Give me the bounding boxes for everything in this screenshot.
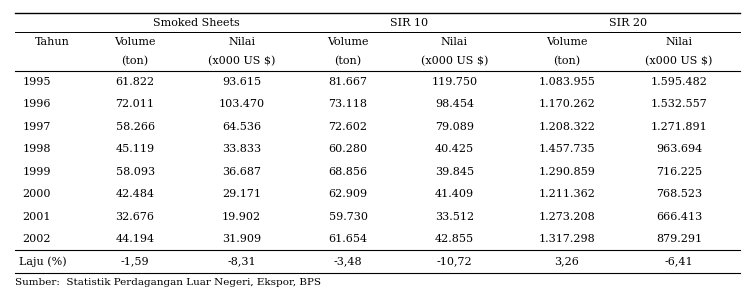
Text: 58.093: 58.093 [115, 167, 155, 177]
Text: Tahun: Tahun [35, 37, 70, 47]
Text: 3,26: 3,26 [554, 257, 580, 266]
Text: (x000 US $): (x000 US $) [421, 56, 488, 66]
Text: Smoked Sheets: Smoked Sheets [153, 18, 240, 28]
Text: (ton): (ton) [554, 56, 580, 66]
Text: Volume: Volume [115, 37, 156, 47]
Text: 41.409: 41.409 [435, 189, 474, 199]
Text: 39.845: 39.845 [435, 167, 474, 177]
Text: 33.512: 33.512 [435, 212, 474, 221]
Text: 73.118: 73.118 [329, 99, 368, 109]
Text: 29.171: 29.171 [222, 189, 261, 199]
Text: 81.667: 81.667 [329, 77, 368, 87]
Text: 42.484: 42.484 [115, 189, 155, 199]
Text: 879.291: 879.291 [656, 234, 702, 244]
Text: 963.694: 963.694 [656, 144, 702, 154]
Text: SIR 20: SIR 20 [609, 18, 647, 28]
Text: Volume: Volume [327, 37, 369, 47]
Text: 2001: 2001 [22, 212, 51, 221]
Text: 1996: 1996 [22, 99, 51, 109]
Text: 1998: 1998 [22, 144, 51, 154]
Text: 72.602: 72.602 [329, 122, 368, 132]
Text: 1.211.362: 1.211.362 [539, 189, 595, 199]
Text: 1.290.859: 1.290.859 [539, 167, 595, 177]
Text: 1.273.208: 1.273.208 [539, 212, 595, 221]
Text: 60.280: 60.280 [328, 144, 368, 154]
Text: 2000: 2000 [22, 189, 51, 199]
Text: 61.822: 61.822 [115, 77, 155, 87]
Text: -1,59: -1,59 [121, 257, 150, 266]
Text: 1.170.262: 1.170.262 [539, 99, 595, 109]
Text: 1999: 1999 [22, 167, 51, 177]
Text: 61.654: 61.654 [328, 234, 368, 244]
Text: 72.011: 72.011 [115, 99, 155, 109]
Text: 59.730: 59.730 [329, 212, 368, 221]
Text: Volume: Volume [546, 37, 588, 47]
Text: Nilai: Nilai [228, 37, 255, 47]
Text: 1.208.322: 1.208.322 [539, 122, 595, 132]
Text: 68.856: 68.856 [328, 167, 368, 177]
Text: 32.676: 32.676 [115, 212, 155, 221]
Text: 2002: 2002 [22, 234, 51, 244]
Text: 666.413: 666.413 [656, 212, 702, 221]
Text: 33.833: 33.833 [222, 144, 261, 154]
Text: 1.457.735: 1.457.735 [539, 144, 595, 154]
Text: 42.855: 42.855 [435, 234, 474, 244]
Text: 103.470: 103.470 [219, 99, 265, 109]
Text: (x000 US $): (x000 US $) [646, 56, 713, 66]
Text: 768.523: 768.523 [656, 189, 702, 199]
Text: (ton): (ton) [335, 56, 362, 66]
Text: 40.425: 40.425 [435, 144, 474, 154]
Text: -6,41: -6,41 [665, 257, 693, 266]
Text: Nilai: Nilai [441, 37, 468, 47]
Text: -10,72: -10,72 [437, 257, 472, 266]
Text: 1.083.955: 1.083.955 [539, 77, 595, 87]
Text: 79.089: 79.089 [435, 122, 474, 132]
Text: (x000 US $): (x000 US $) [208, 56, 275, 66]
Text: 58.266: 58.266 [115, 122, 155, 132]
Text: 1997: 1997 [22, 122, 51, 132]
Text: 45.119: 45.119 [115, 144, 155, 154]
Text: 44.194: 44.194 [115, 234, 155, 244]
Text: 19.902: 19.902 [222, 212, 261, 221]
Text: -8,31: -8,31 [227, 257, 256, 266]
Text: 1995: 1995 [22, 77, 51, 87]
Text: -3,48: -3,48 [334, 257, 362, 266]
Text: 1.532.557: 1.532.557 [651, 99, 708, 109]
Text: 93.615: 93.615 [222, 77, 261, 87]
Text: 119.750: 119.750 [432, 77, 478, 87]
Text: SIR 10: SIR 10 [390, 18, 429, 28]
Text: 1.595.482: 1.595.482 [651, 77, 708, 87]
Text: Sumber:  Statistik Perdagangan Luar Negeri, Ekspor, BPS: Sumber: Statistik Perdagangan Luar Neger… [15, 278, 321, 287]
Text: 1.271.891: 1.271.891 [651, 122, 708, 132]
Text: Nilai: Nilai [666, 37, 693, 47]
Text: Laju (%): Laju (%) [19, 256, 66, 267]
Text: 31.909: 31.909 [222, 234, 261, 244]
Text: 64.536: 64.536 [222, 122, 261, 132]
Text: 98.454: 98.454 [435, 99, 474, 109]
Text: 62.909: 62.909 [328, 189, 368, 199]
Text: 1.317.298: 1.317.298 [539, 234, 595, 244]
Text: 716.225: 716.225 [656, 167, 702, 177]
Text: 36.687: 36.687 [222, 167, 261, 177]
Text: (ton): (ton) [121, 56, 149, 66]
